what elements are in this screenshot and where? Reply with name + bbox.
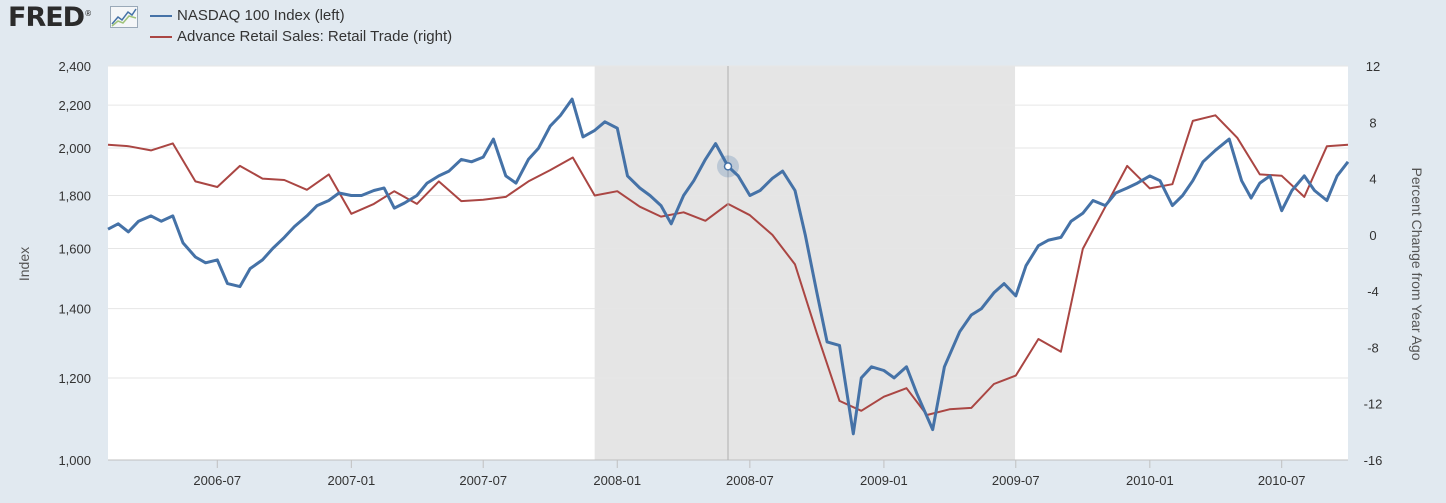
chart-logo-icon (110, 6, 138, 28)
y-right-tick-label: 4 (1369, 172, 1376, 187)
fred-logo[interactable]: FRED® (8, 2, 92, 33)
x-tick-label: 2010-07 (1258, 473, 1306, 488)
y-right-tick-label: 8 (1369, 115, 1376, 130)
legend-swatch-nasdaq (150, 14, 172, 17)
y-right-tick-label: -4 (1367, 284, 1379, 299)
x-tick-label: 2010-01 (1126, 473, 1174, 488)
chart-legend: NASDAQ 100 Index (left) Advance Retail S… (150, 5, 452, 47)
x-tick-label: 2009-01 (860, 473, 908, 488)
y-right-tick-label: 12 (1366, 59, 1380, 74)
y-left-tick-label: 2,000 (58, 141, 91, 156)
y-left-tick-label: 2,200 (58, 98, 91, 113)
x-tick-label: 2008-07 (726, 473, 774, 488)
y-right-tick-label: 0 (1369, 228, 1376, 243)
y-left-tick-label: 1,400 (58, 302, 91, 317)
legend-item-nasdaq[interactable]: NASDAQ 100 Index (left) (150, 5, 452, 26)
legend-label-nasdaq: NASDAQ 100 Index (left) (177, 7, 345, 24)
logo-text: FRED (8, 2, 85, 33)
x-tick-label: 2009-07 (992, 473, 1040, 488)
x-tick-label: 2006-07 (193, 473, 241, 488)
y-right-tick-label: -8 (1367, 340, 1379, 355)
hover-marker (723, 162, 733, 171)
x-tick-label: 2008-01 (593, 473, 641, 488)
y-left-tick-label: 2,400 (58, 59, 91, 74)
nasdaq-100-line (107, 97, 1350, 436)
legend-label-retail-sales: Advance Retail Sales: Retail Trade (righ… (177, 28, 453, 45)
y-left-tick-label: 1,600 (58, 241, 91, 256)
logo-registered-mark: ® (84, 9, 92, 18)
y-axis-right-title: Percent Change from Year Ago (1409, 167, 1425, 360)
y-left-tick-label: 1,800 (58, 188, 91, 203)
recession-shading (594, 66, 1016, 460)
legend-swatch-retail-sales (150, 35, 172, 38)
y-left-tick-label: 1,000 (58, 453, 91, 468)
y-right-tick-label: -12 (1364, 397, 1383, 412)
y-right-tick-label: -16 (1364, 453, 1383, 468)
legend-item-retail-sales[interactable]: Advance Retail Sales: Retail Trade (righ… (150, 26, 452, 47)
x-tick-label: 2007-07 (459, 473, 507, 488)
y-left-tick-label: 1,200 (58, 371, 91, 386)
y-axis-left-title: Index (16, 247, 32, 281)
x-tick-label: 2007-01 (327, 473, 375, 488)
